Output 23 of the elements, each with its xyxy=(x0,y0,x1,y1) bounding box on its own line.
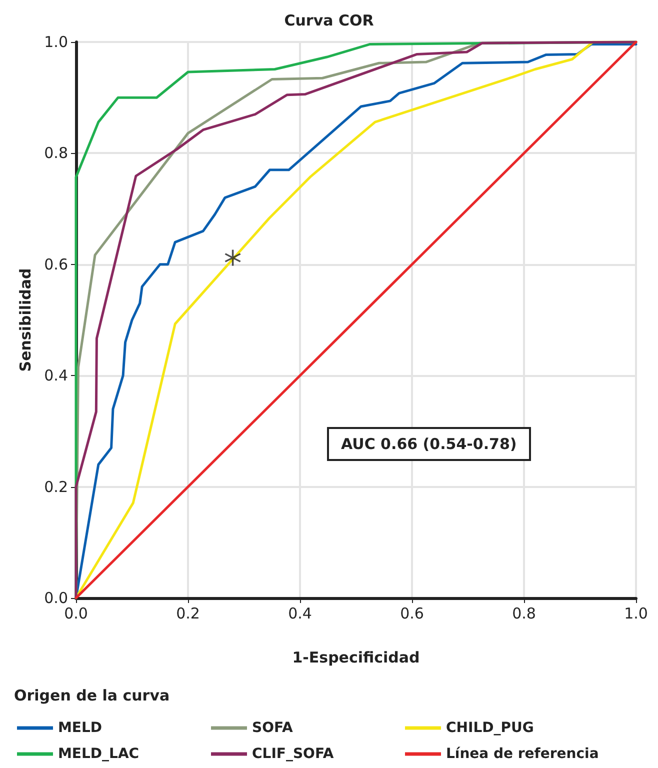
x-tick-label: 0.2 xyxy=(176,604,200,622)
chart-title: Curva COR xyxy=(284,12,374,30)
legend-label: MELD_LAC xyxy=(58,746,140,762)
x-tick-label: 0.8 xyxy=(512,604,536,622)
y-tick-label: 0.0 xyxy=(44,589,68,607)
y-tick-label: 1.0 xyxy=(44,33,68,51)
y-tick-label: 0.4 xyxy=(44,366,68,385)
x-tick-label: 0.0 xyxy=(64,604,88,622)
legend-label: CHILD_PUG xyxy=(446,720,534,736)
annotation: AUC 0.66 (0.54-0.78) xyxy=(327,427,531,461)
y-tick-label: 0.2 xyxy=(44,478,68,496)
y-tick-label: 0.6 xyxy=(44,255,68,274)
x-tick-label: 0.6 xyxy=(400,604,424,622)
x-tick-label: 0.4 xyxy=(288,604,312,622)
legend-label: CLIF_SOFA xyxy=(252,746,334,762)
y-axis-title: Sensibilidad xyxy=(16,268,35,372)
x-axis-title: 1-Especificidad xyxy=(292,648,420,666)
x-tick-label: 1.0 xyxy=(624,604,648,622)
legend-title: Origen de la curva xyxy=(14,686,170,704)
legend-label: Línea de referencia xyxy=(446,746,599,762)
y-tick-label: 0.8 xyxy=(44,144,68,162)
legend-label: SOFA xyxy=(252,720,293,736)
legend-label: MELD xyxy=(58,720,102,736)
